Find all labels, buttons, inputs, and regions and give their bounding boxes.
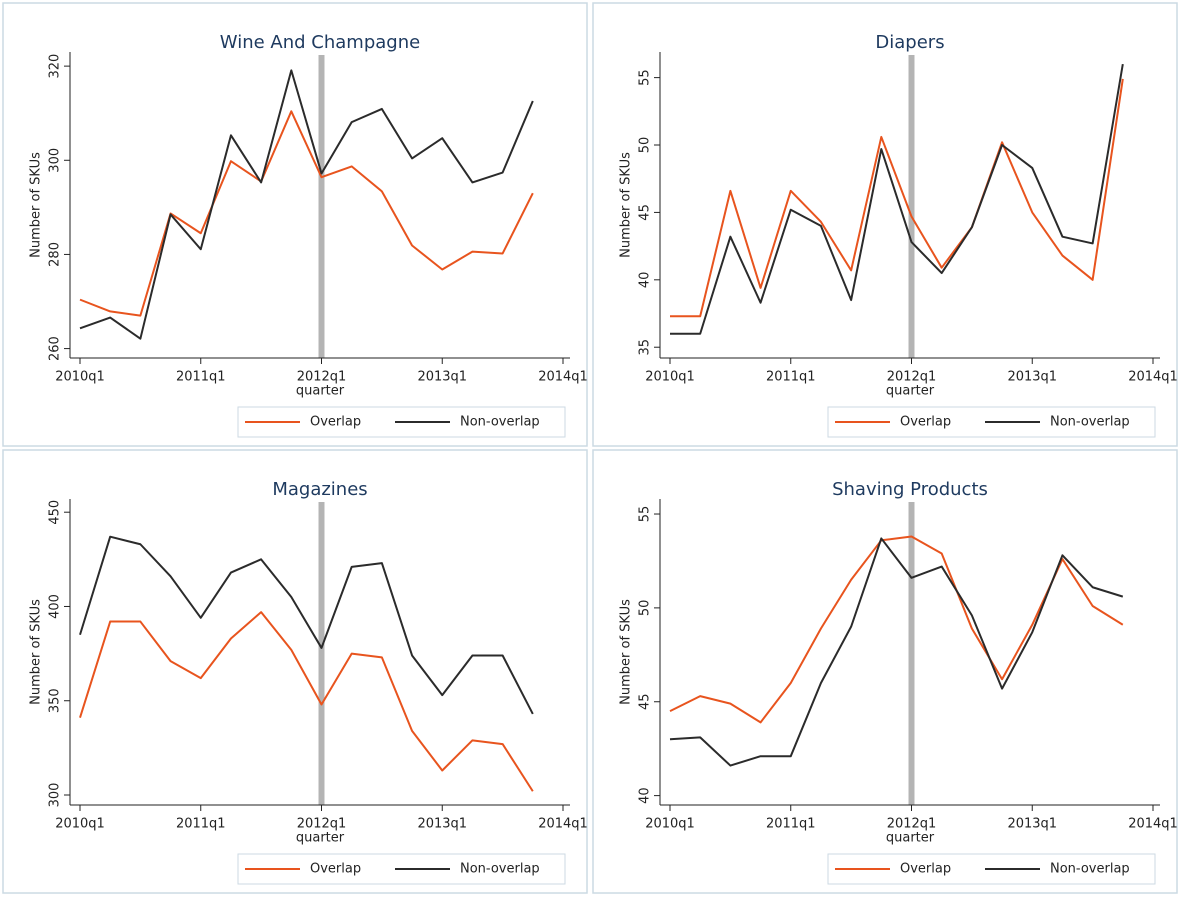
y-tick-label: 50 (638, 600, 653, 617)
x-tick-label: 2011q1 (766, 817, 816, 832)
series-line (670, 63, 1124, 335)
y-tick-label: 35 (638, 339, 653, 356)
panel: Diapers 35 40 45 50 55 2010q1 2011q1 2012q1 2013q… (592, 2, 1178, 447)
panel: Shaving Products 40 45 50 55 2010q1 2011q1 2012… (592, 449, 1178, 894)
x-tick-label: 2014q1 (1128, 817, 1178, 832)
chart-title: Magazines (272, 479, 367, 500)
chart-title: Diapers (875, 32, 944, 53)
x-tick-label: 2012q1 (887, 370, 937, 385)
legend-label: Overlap (310, 415, 361, 430)
x-tick-label: 2013q1 (417, 817, 467, 832)
legend-label: Non-overlap (1050, 415, 1130, 430)
legend-label: Overlap (900, 862, 951, 877)
x-tick-label: 2010q1 (55, 370, 105, 385)
y-tick-label: 45 (638, 204, 653, 221)
panel: Wine And Champagne 260 280 300 320 2010q1 2011… (2, 2, 588, 447)
legend-label: Non-overlap (460, 415, 540, 430)
y-tick-label: 450 (48, 500, 63, 525)
x-tick-label: 2012q1 (297, 817, 347, 832)
x-tick-label: 2011q1 (176, 370, 226, 385)
y-tick-label: 55 (638, 69, 653, 86)
x-tick-label: 2013q1 (1007, 370, 1057, 385)
series-line (79, 69, 534, 340)
x-tick-label: 2014q1 (538, 817, 588, 832)
chart-title: Wine And Champagne (220, 32, 420, 53)
series-line (79, 535, 534, 715)
legend-label: Non-overlap (1050, 862, 1130, 877)
y-axis-label: Number of SKUs (29, 599, 44, 705)
y-tick-label: 40 (638, 272, 653, 289)
x-tick-label: 2010q1 (645, 370, 695, 385)
panel-border (2, 2, 588, 447)
x-axis-label: quarter (886, 831, 935, 846)
x-axis-label: quarter (296, 831, 345, 846)
y-tick-label: 45 (638, 693, 653, 710)
y-axis-label: Number of SKUs (29, 152, 44, 258)
y-tick-label: 40 (638, 787, 653, 804)
panel-border (2, 449, 588, 894)
series-line (669, 535, 1124, 724)
x-axis-label: quarter (296, 384, 345, 399)
x-tick-label: 2010q1 (645, 817, 695, 832)
legend-label: Non-overlap (460, 862, 540, 877)
x-tick-label: 2014q1 (1128, 370, 1178, 385)
x-tick-label: 2013q1 (417, 370, 467, 385)
y-tick-label: 280 (48, 242, 63, 267)
legend-label: Overlap (900, 415, 951, 430)
x-tick-label: 2012q1 (887, 817, 937, 832)
chart-title: Shaving Products (832, 479, 988, 500)
x-tick-label: 2013q1 (1007, 817, 1057, 832)
y-tick-label: 400 (48, 594, 63, 619)
series-line (79, 110, 534, 317)
y-tick-label: 260 (48, 336, 63, 361)
series-line (79, 611, 534, 792)
x-axis-label: quarter (886, 384, 935, 399)
y-tick-label: 320 (48, 54, 63, 79)
x-tick-label: 2012q1 (297, 370, 347, 385)
x-tick-label: 2011q1 (176, 817, 226, 832)
panel: Magazines 300 350 400 450 2010q1 2011q1 2012q1 2… (2, 449, 588, 894)
y-axis-label: Number of SKUs (619, 152, 634, 258)
series-line (669, 537, 1124, 767)
y-axis-label: Number of SKUs (619, 599, 634, 705)
y-tick-label: 300 (48, 783, 63, 808)
panel-border (592, 2, 1178, 447)
series-line (670, 78, 1124, 318)
y-tick-label: 55 (638, 506, 653, 523)
y-tick-label: 300 (48, 148, 63, 173)
legend-label: Overlap (310, 862, 361, 877)
x-tick-label: 2010q1 (55, 817, 105, 832)
x-tick-label: 2011q1 (766, 370, 816, 385)
y-tick-label: 350 (48, 688, 63, 713)
y-tick-label: 50 (638, 137, 653, 154)
x-tick-label: 2014q1 (538, 370, 588, 385)
panel-border (592, 449, 1178, 894)
